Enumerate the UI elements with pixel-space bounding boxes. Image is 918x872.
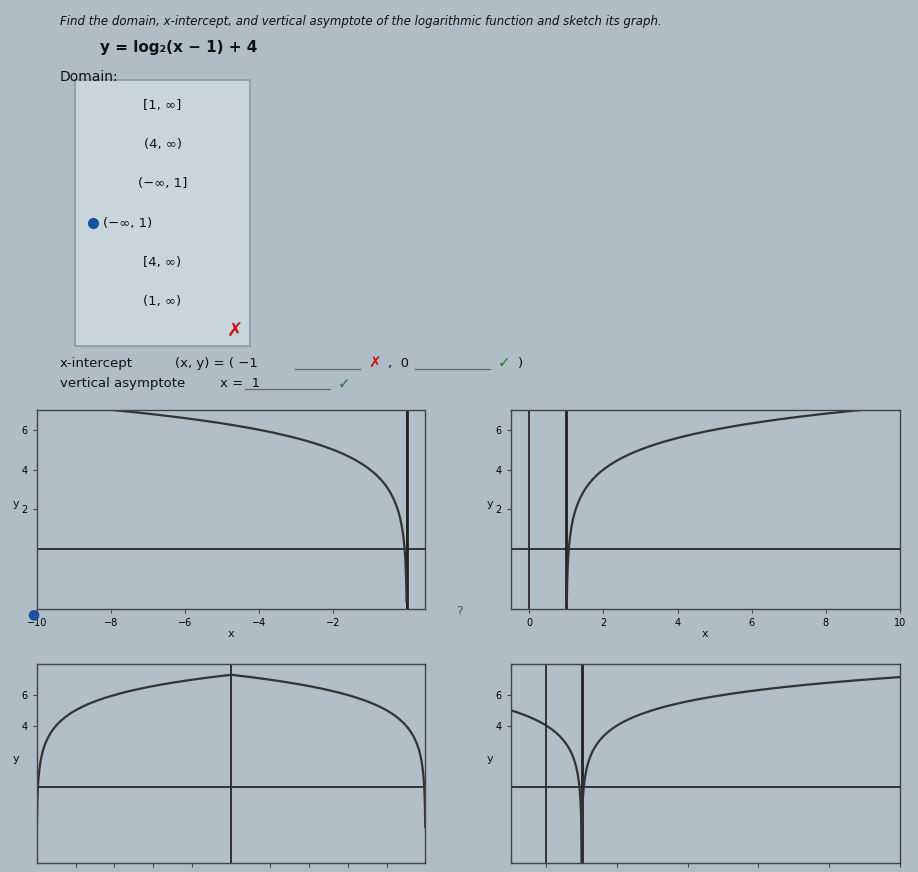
Text: Find the domain, x-intercept, and vertical asymptote of the logarithmic function: Find the domain, x-intercept, and vertic…	[60, 15, 662, 28]
Text: ✗: ✗	[227, 322, 243, 340]
X-axis label: x: x	[228, 629, 234, 639]
Text: (1, ∞): (1, ∞)	[143, 296, 182, 308]
Text: (−∞, 1]: (−∞, 1]	[138, 177, 187, 190]
Y-axis label: y: y	[13, 500, 19, 509]
Text: Domain:: Domain:	[60, 71, 118, 85]
Bar	[75, 80, 250, 346]
Text: x-intercept: x-intercept	[60, 357, 133, 370]
Text: ✓: ✓	[338, 376, 351, 391]
Text: [4, ∞): [4, ∞)	[143, 255, 182, 269]
Text: ?: ?	[455, 605, 463, 617]
Text: vertical asymptote: vertical asymptote	[60, 377, 185, 390]
Text: (4, ∞): (4, ∞)	[143, 138, 182, 151]
X-axis label: x: x	[702, 629, 709, 639]
Text: y = log₂(x − 1) + 4: y = log₂(x − 1) + 4	[100, 40, 257, 55]
Text: ✓: ✓	[498, 356, 510, 371]
Y-axis label: y: y	[487, 500, 493, 509]
Text: (−∞, 1): (−∞, 1)	[103, 216, 152, 229]
Text: ✗: ✗	[368, 356, 381, 371]
Y-axis label: y: y	[487, 753, 494, 764]
Text: (x, y) = ( −1: (x, y) = ( −1	[175, 357, 258, 370]
Text: x =  1: x = 1	[220, 377, 260, 390]
Text: ): )	[518, 357, 523, 370]
Text: ,  0: , 0	[388, 357, 409, 370]
Y-axis label: y: y	[13, 753, 19, 764]
Text: ●: ●	[28, 608, 39, 622]
Text: [1, ∞]: [1, ∞]	[143, 99, 182, 112]
